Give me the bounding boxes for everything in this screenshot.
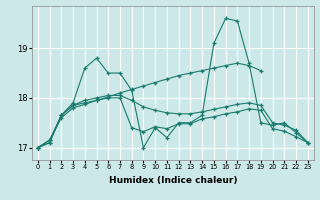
X-axis label: Humidex (Indice chaleur): Humidex (Indice chaleur) [108, 176, 237, 185]
